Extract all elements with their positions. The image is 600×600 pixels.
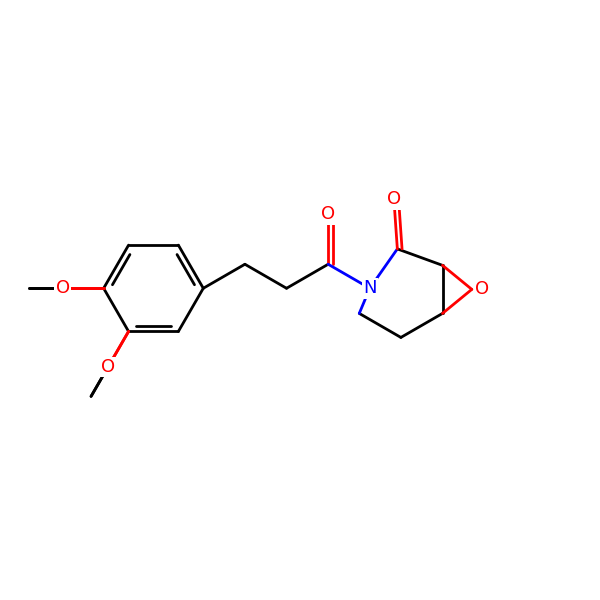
Text: O: O <box>321 205 335 223</box>
Text: O: O <box>388 190 401 208</box>
Text: O: O <box>101 358 115 376</box>
Text: O: O <box>101 358 115 376</box>
Text: O: O <box>475 280 490 298</box>
Text: O: O <box>475 280 490 298</box>
Text: N: N <box>363 279 377 297</box>
Text: O: O <box>56 279 70 297</box>
Text: O: O <box>388 190 401 208</box>
Text: O: O <box>321 205 335 223</box>
Text: O: O <box>56 279 70 297</box>
Text: N: N <box>363 279 377 297</box>
